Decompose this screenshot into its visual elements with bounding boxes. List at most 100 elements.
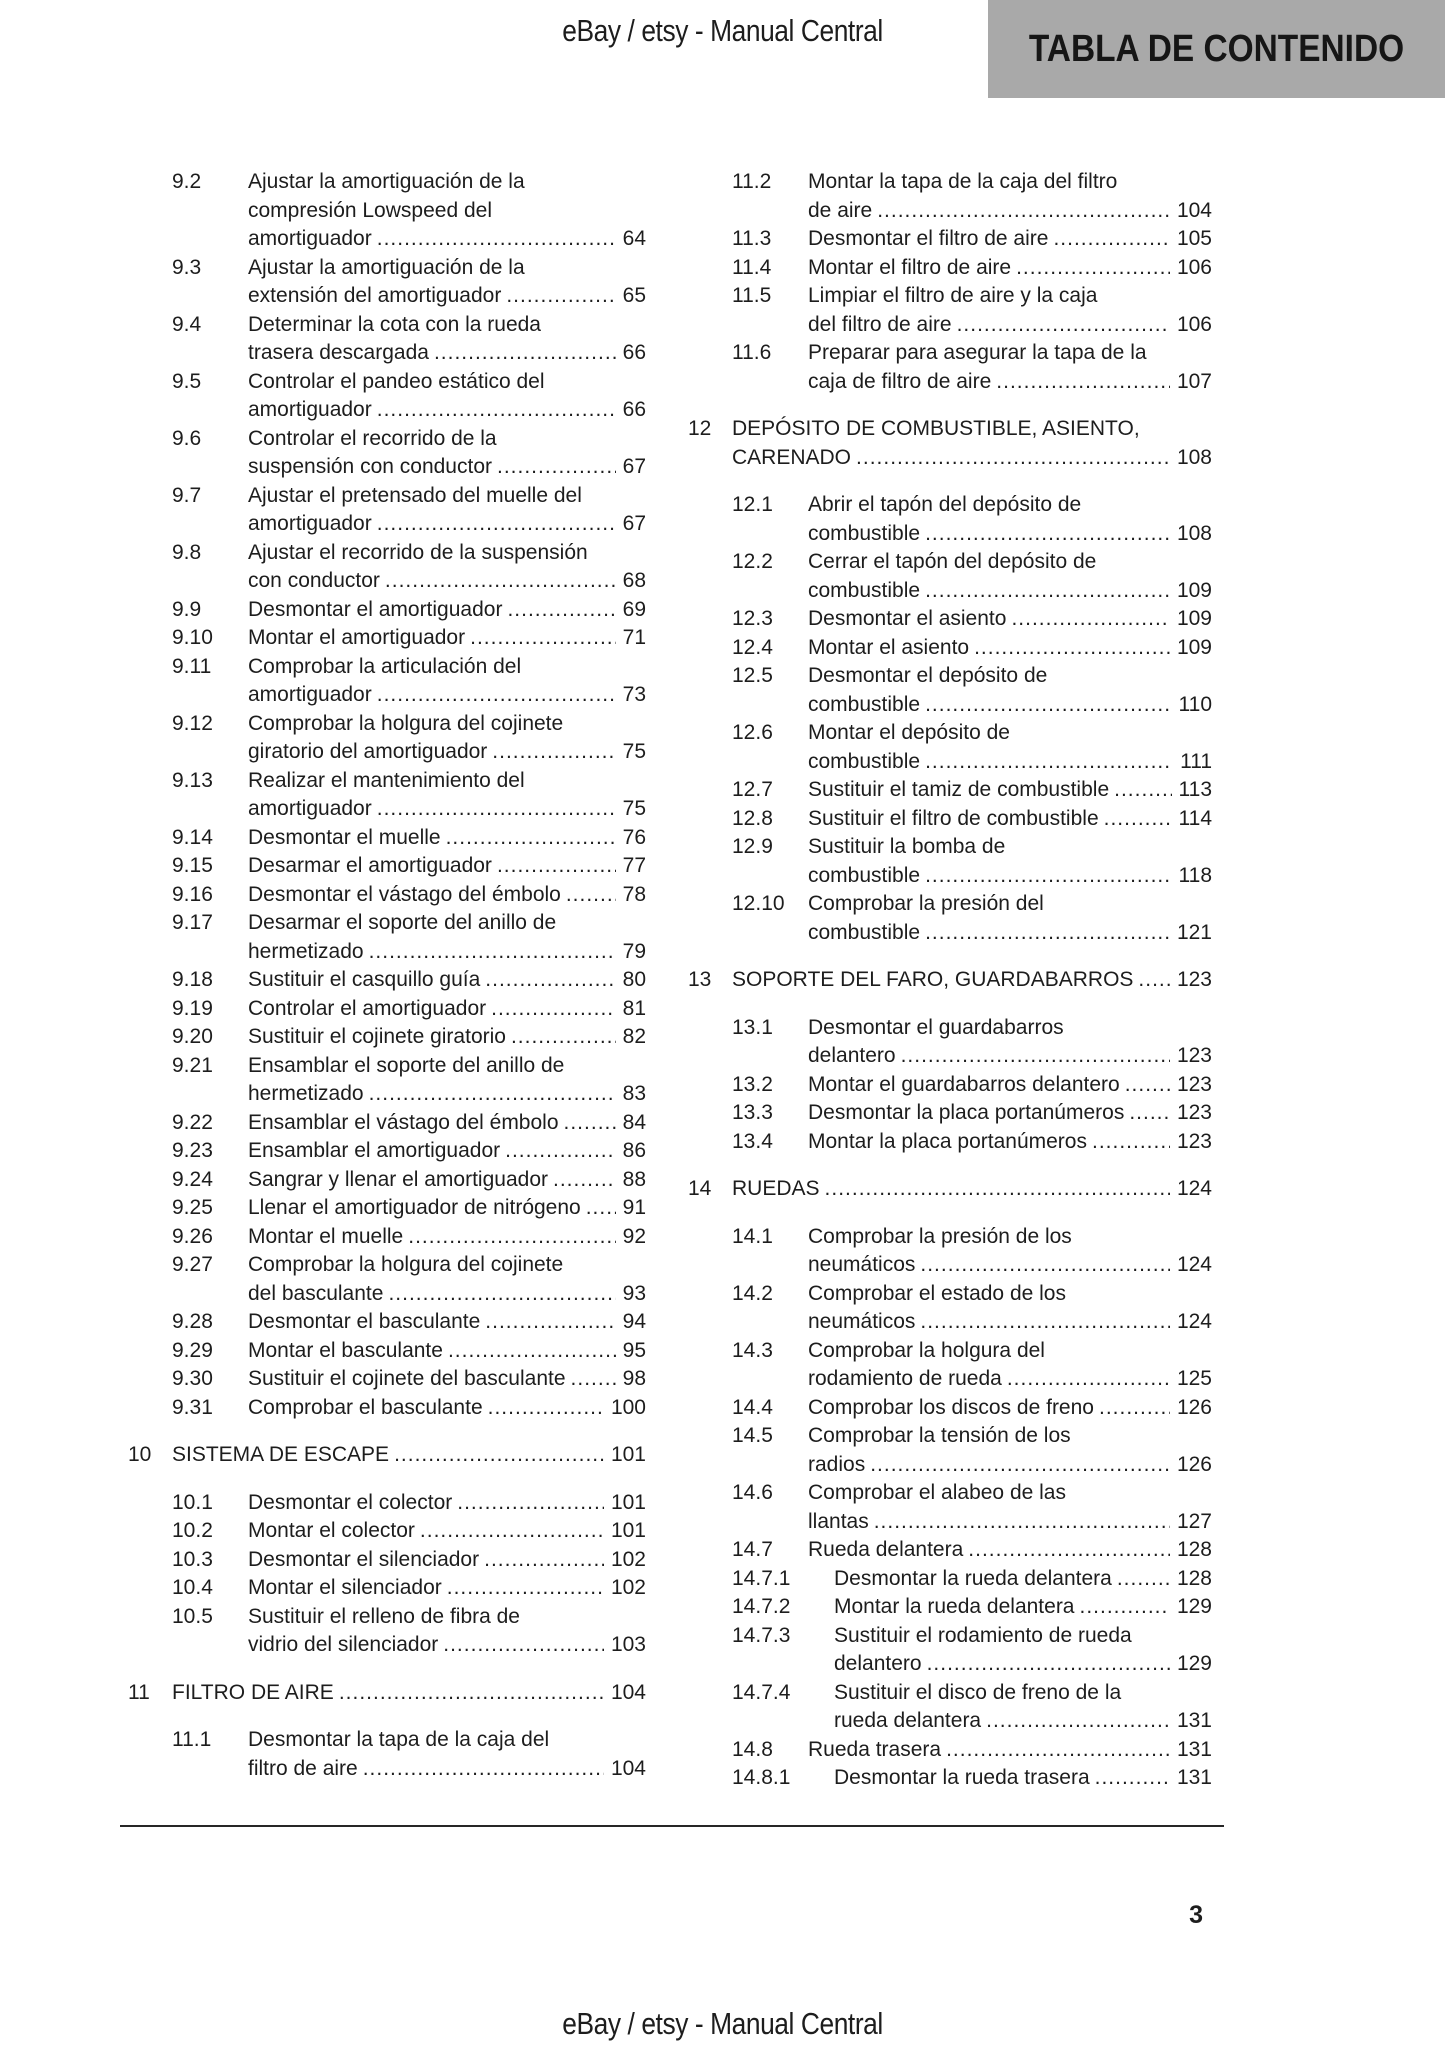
toc-entry-title: amortiguador — [248, 227, 372, 250]
toc-entry-page: 79 — [622, 939, 646, 963]
toc-entry-number: 14.7 — [732, 1538, 773, 1561]
toc-entry-title: Desmontar la rueda delantera — [834, 1566, 1112, 1590]
toc-entry-title: Desmontar la rueda trasera — [834, 1766, 1090, 1789]
toc-entry-page: 128 — [1176, 1538, 1212, 1561]
toc-entry-number: 11.6 — [732, 341, 772, 364]
toc-entry: 9.19 Controlar el amortiguador...........… — [128, 995, 646, 1024]
toc-entry-title: Montar el basculante — [248, 1338, 443, 1362]
toc-entry: 9.11 Comprobar la articulación del amortig… — [128, 653, 646, 710]
toc-entry-title: SOPORTE DEL FARO, GUARDABARROS — [732, 968, 1134, 991]
dot-leader: ........................................… — [1124, 1072, 1170, 1096]
toc-entry-line: Comprobar la presión del — [808, 892, 1044, 915]
toc-entry-page: 103 — [610, 1633, 646, 1656]
toc-entry-page: 92 — [622, 1224, 646, 1248]
running-footer-text: eBay / etsy - Manual Central — [562, 2006, 883, 2041]
toc-entry-line: Ensamblar el amortiguador...............… — [248, 1137, 646, 1166]
toc-entry-page: 82 — [622, 1025, 646, 1048]
dot-leader: ........................................… — [470, 626, 616, 649]
toc-entry-line: FILTRO DE AIRE..........................… — [172, 1679, 646, 1708]
toc-entry: 10.4 Montar el silenciador...............… — [128, 1574, 646, 1603]
dot-leader: ........................................… — [925, 920, 1170, 944]
toc-entry: 12.4 Montar el asiento...................… — [688, 634, 1212, 663]
running-header-text: eBay / etsy - Manual Central — [562, 13, 883, 48]
toc-entry: 12.3 Desmontar el asiento................… — [688, 605, 1212, 634]
toc-entry-title: Ensamblar el vástago del émbolo — [248, 1110, 559, 1134]
toc-entry-line: Montar la tapa de la caja del filtro — [808, 170, 1118, 193]
dot-leader: ........................................… — [946, 1737, 1170, 1761]
dot-leader: ........................................… — [433, 341, 616, 364]
toc-entry-line: Desarmar el soporte del anillo de — [248, 911, 557, 934]
toc-entry-title: Rueda trasera — [808, 1737, 942, 1761]
toc-entry-number: 12.6 — [732, 721, 773, 744]
toc-entry-line: Rueda trasera...........................… — [808, 1736, 1212, 1765]
toc-entry-line: del filtro de aire......................… — [808, 311, 1212, 340]
toc-entry-title: extensión del amortiguador — [248, 284, 502, 307]
toc-entry-number: 9.15 — [172, 854, 213, 877]
dot-leader: ........................................… — [565, 882, 616, 906]
toc-entry-line: Desmontar el asiento....................… — [808, 605, 1212, 634]
dot-leader: ........................................… — [485, 968, 616, 991]
toc-entry-line: Limpiar el filtro de aire y la caja — [808, 284, 1098, 307]
toc-entry-title: Desarmar el amortiguador — [248, 854, 492, 877]
toc-entry-page: 65 — [622, 284, 646, 307]
dot-leader: ........................................… — [1011, 607, 1170, 630]
toc-entry: 9.30 Sustituir el cojinete del basculante… — [128, 1365, 646, 1394]
toc-entry-number: 14.1 — [732, 1224, 773, 1248]
toc-entry-number: 11.5 — [732, 284, 772, 307]
toc-entry-line: Sustituir el cojinete del basculante....… — [248, 1365, 646, 1394]
dot-leader: ........................................… — [1114, 778, 1171, 801]
toc-entry-title: Desmontar el colector — [248, 1490, 453, 1514]
dot-leader: ........................................… — [368, 1082, 616, 1105]
dot-leader: ........................................… — [497, 455, 616, 478]
toc-entry-number: 14 — [688, 1177, 712, 1200]
dot-leader: ........................................… — [506, 284, 616, 307]
toc-entry: 14.7.3 Sustituir el rodamiento de rueda de… — [688, 1622, 1212, 1679]
toc-entry: 12 DEPÓSITO DE COMBUSTIBLE, ASIENTO, CAREN… — [688, 415, 1212, 472]
toc-entry: 9.5 Controlar el pandeo estático del amort… — [128, 368, 646, 425]
dot-leader: ........................................… — [376, 683, 616, 706]
toc-entry: 12.8 Sustituir el filtro de combustible..… — [688, 805, 1212, 834]
toc-entry-line: Sangrar y llenar el amortiguador........… — [248, 1166, 646, 1195]
toc-entry: 14.8.1 Desmontar la rueda trasera........… — [688, 1764, 1212, 1793]
dot-leader: ........................................… — [376, 512, 616, 535]
toc-entry-page: 106 — [1176, 255, 1212, 279]
dot-leader: ........................................… — [505, 1139, 616, 1162]
toc-entry-title: Montar el amortiguador — [248, 626, 466, 649]
toc-entry-title: radios — [808, 1452, 866, 1476]
toc-entry-line: CARENADO................................… — [732, 444, 1212, 473]
toc-entry: 13 SOPORTE DEL FARO, GUARDABARROS........… — [688, 966, 1212, 995]
toc-entry-title: con conductor — [248, 569, 380, 592]
toc-entry-line: amortiguador............................… — [248, 510, 646, 539]
toc-entry-title: del filtro de aire — [808, 312, 952, 336]
toc-entry-line: vidrio del silenciador..................… — [248, 1631, 646, 1660]
dot-leader: ........................................… — [1053, 227, 1170, 250]
toc-entry: 14.7 Rueda delantera.....................… — [688, 1536, 1212, 1565]
toc-entry-title: combustible — [808, 920, 921, 944]
toc-entry-number: 9.28 — [172, 1310, 213, 1333]
toc-entry-line: combustible.............................… — [808, 577, 1212, 606]
toc-entry-line: Ajustar la amortiguación de la — [248, 255, 525, 279]
toc-entry: 9.25 Llenar el amortiguador de nitrógeno.… — [128, 1194, 646, 1223]
toc-entry: 9.4 Determinar la cota con la rueda traser… — [128, 311, 646, 368]
toc-entry-page: 102 — [610, 1576, 646, 1599]
toc-entry-number: 13.1 — [732, 1015, 773, 1039]
toc-entry-line: trasera descargada......................… — [248, 339, 646, 368]
dot-leader: ........................................… — [1094, 1766, 1170, 1789]
toc-entry-page: 75 — [622, 797, 646, 820]
toc-entry-line: Comprobar la presión de los — [808, 1224, 1072, 1248]
toc-entry-line: Cerrar el tapón del depósito de — [808, 550, 1097, 573]
dot-leader: ........................................… — [968, 1538, 1170, 1561]
toc-entry-number: 9.12 — [172, 711, 213, 735]
toc-entry-number: 14.8.1 — [732, 1766, 791, 1789]
toc-entry-number: 9.31 — [172, 1395, 213, 1419]
toc-entry-page: 81 — [622, 996, 646, 1020]
toc-entry-page: 66 — [622, 341, 646, 364]
dot-leader: ........................................… — [484, 1547, 604, 1571]
toc-entry-line: Ajustar la amortiguación de la — [248, 170, 525, 193]
toc-entry: 9.7 Ajustar el pretensado del muelle del a… — [128, 482, 646, 539]
toc-entry-number: 14.5 — [732, 1424, 773, 1447]
toc-entry-title: Desmontar la placa portanúmeros — [808, 1101, 1125, 1124]
toc-entry: 9.18 Sustituir el casquillo guía.........… — [128, 966, 646, 995]
toc-entry-number: 9.30 — [172, 1367, 213, 1390]
